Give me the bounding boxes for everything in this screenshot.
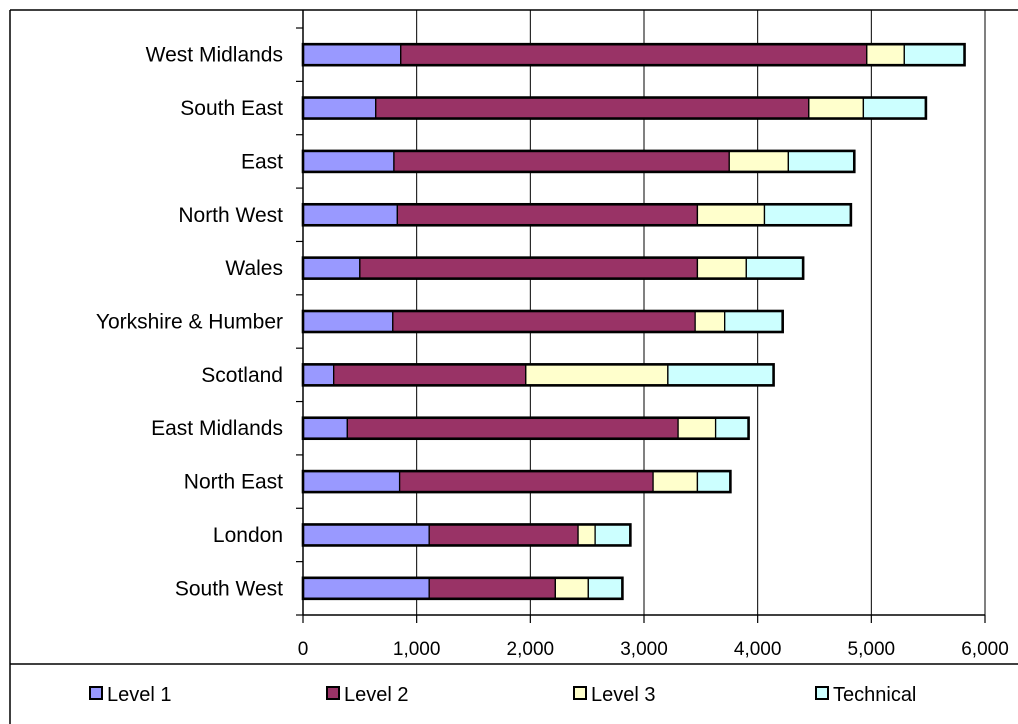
bar-london-level-2 bbox=[428, 523, 579, 547]
category-label-yorkshire-and-humber: Yorkshire & Humber bbox=[96, 311, 283, 334]
category-label-scotland: Scotland bbox=[201, 364, 283, 387]
category-label-london: London bbox=[213, 524, 283, 547]
bar-south-east-level-2 bbox=[375, 96, 810, 120]
x-tick-label: 0 bbox=[298, 639, 309, 660]
x-tick-label: 1,000 bbox=[393, 639, 441, 660]
bar-east-level-2 bbox=[393, 150, 730, 173]
x-tick-labels: 0 1,000 2,000 3,000 4,000 5,000 6,000 bbox=[298, 639, 1009, 660]
bar-east-technical bbox=[787, 150, 855, 173]
category-label-south-east: South East bbox=[180, 97, 283, 120]
bars bbox=[301, 42, 966, 601]
bar-yorkshire-and-humber-level-1 bbox=[302, 310, 394, 333]
bar-london-level-3 bbox=[577, 523, 596, 547]
bar-south-west-level-2 bbox=[428, 577, 556, 600]
category-label-east: East bbox=[241, 150, 283, 173]
legend-swatch-level-2 bbox=[326, 686, 340, 700]
x-tick-label: 5,000 bbox=[848, 639, 896, 660]
bar-wales-level-1 bbox=[302, 256, 361, 280]
bar-east-midlands-level-3 bbox=[677, 417, 717, 440]
category-label-north-east: North East bbox=[184, 471, 283, 494]
bar-north-east-level-3 bbox=[652, 470, 699, 493]
bar-east-level-3 bbox=[728, 150, 790, 173]
bar-yorkshire-and-humber-level-2 bbox=[392, 310, 696, 333]
bar-wales-level-2 bbox=[359, 256, 699, 280]
bar-north-east-technical bbox=[696, 470, 732, 493]
bar-north-east-level-2 bbox=[398, 470, 654, 493]
bar-yorkshire-and-humber-technical bbox=[724, 310, 784, 333]
bar-london-level-1 bbox=[302, 523, 430, 547]
axes bbox=[296, 10, 986, 623]
bar-south-west-level-3 bbox=[554, 577, 589, 600]
bar-london-technical bbox=[594, 523, 632, 547]
x-tick-label: 3,000 bbox=[620, 639, 668, 660]
bar-yorkshire-and-humber-level-3 bbox=[694, 310, 726, 333]
category-labels: West Midlands South East East North West Wal… bbox=[96, 44, 283, 601]
category-label-east-midlands: East Midlands bbox=[151, 417, 283, 440]
bar-north-west-level-2 bbox=[396, 203, 699, 226]
bar-north-west-level-1 bbox=[302, 203, 398, 226]
legend-swatch-level-3 bbox=[573, 686, 587, 700]
category-label-wales: Wales bbox=[225, 257, 283, 280]
bar-scotland-technical bbox=[667, 363, 775, 387]
bar-scotland-level-3 bbox=[525, 363, 669, 387]
bar-north-west-level-3 bbox=[696, 203, 766, 226]
legend: Level 1 Level 2 Level 3 Technical bbox=[89, 684, 916, 706]
legend-swatch-technical bbox=[815, 686, 829, 700]
bar-south-east-level-3 bbox=[808, 96, 865, 120]
x-tick-label: 2,000 bbox=[507, 639, 555, 660]
legend-label-level-3: Level 3 bbox=[591, 684, 656, 706]
category-label-south-west: South West bbox=[175, 577, 283, 600]
category-label-west-midlands: West Midlands bbox=[146, 44, 283, 67]
bar-scotland-level-1 bbox=[302, 363, 335, 387]
bar-wales-technical bbox=[745, 256, 804, 280]
bar-east-midlands-technical bbox=[714, 417, 750, 440]
bar-east-midlands-level-2 bbox=[346, 417, 679, 440]
x-tick-label: 6,000 bbox=[961, 639, 1009, 660]
category-label-north-west: North West bbox=[178, 204, 283, 227]
legend-label-technical: Technical bbox=[833, 684, 916, 706]
legend-swatch-level-1 bbox=[89, 686, 103, 700]
bar-west-midlands-level-2 bbox=[400, 43, 868, 66]
bar-east-level-1 bbox=[302, 150, 395, 173]
x-tick-label: 4,000 bbox=[734, 639, 782, 660]
bar-north-west-technical bbox=[763, 203, 852, 226]
bar-south-west-technical bbox=[587, 577, 624, 600]
bar-west-midlands-level-3 bbox=[866, 43, 905, 66]
bar-south-west-level-1 bbox=[302, 577, 430, 600]
bar-west-midlands-technical bbox=[903, 43, 966, 66]
bar-south-east-technical bbox=[862, 96, 927, 120]
bar-east-midlands-level-1 bbox=[302, 417, 348, 440]
bar-west-midlands-level-1 bbox=[302, 43, 402, 66]
bar-south-east-level-1 bbox=[302, 96, 377, 120]
legend-label-level-1: Level 1 bbox=[107, 684, 172, 706]
bar-wales-level-3 bbox=[696, 256, 747, 280]
legend-label-level-2: Level 2 bbox=[344, 684, 409, 706]
bar-scotland-level-2 bbox=[333, 363, 527, 387]
bar-north-east-level-1 bbox=[302, 470, 401, 493]
